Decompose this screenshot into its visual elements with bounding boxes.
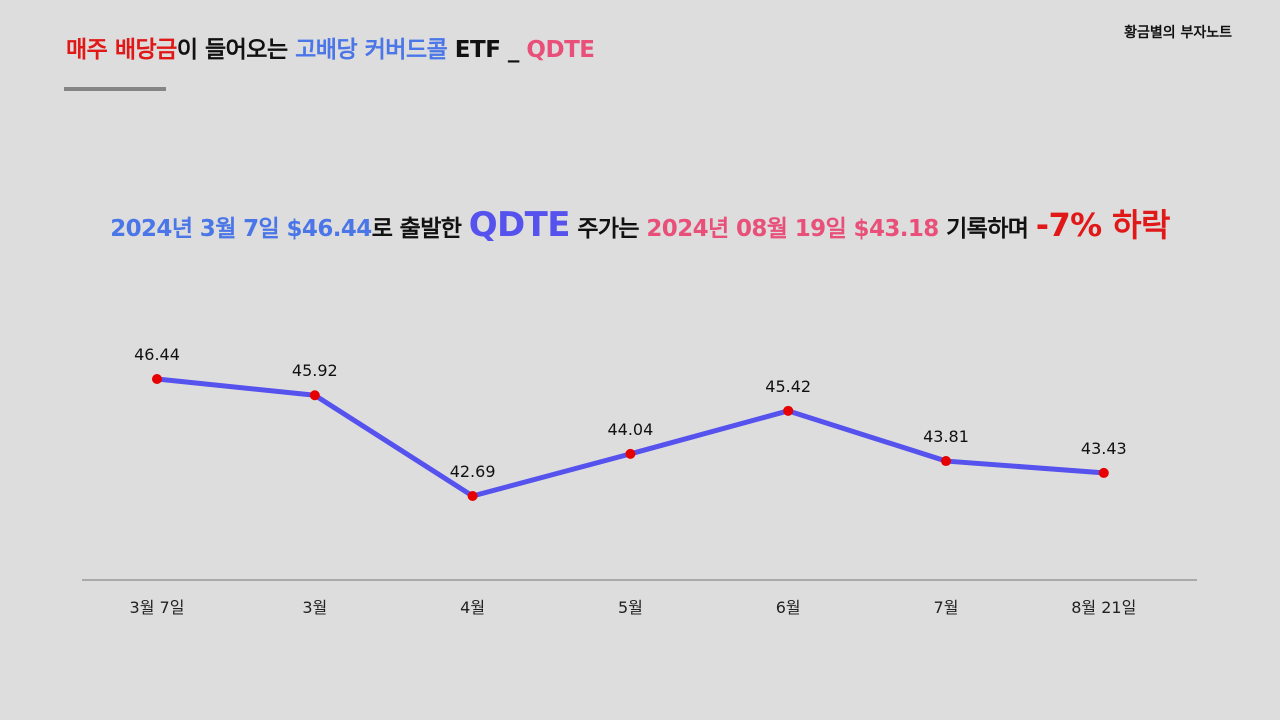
subtitle-change: -7% 하락 (1035, 206, 1171, 244)
subtitle-text: 로 출발한 (371, 216, 469, 242)
x-tick-label: 6월 (776, 598, 801, 617)
data-point (1098, 467, 1109, 478)
page-title: 매주 배당금이 들어오는 고배당 커버드콜 ETF _ QDTE (66, 30, 595, 64)
data-label: 43.81 (923, 427, 969, 446)
data-label: 45.42 (765, 377, 811, 396)
brand-label: 황금별의 부자노트 (1124, 25, 1232, 41)
data-point (309, 390, 320, 401)
title-underline (64, 87, 166, 91)
x-tick-label: 3월 (302, 598, 327, 617)
x-tick-label: 3월 7일 (130, 598, 185, 617)
x-tick-label: 8월 21일 (1071, 598, 1136, 617)
data-point (941, 456, 951, 467)
x-tick-label: 7월 (934, 598, 959, 617)
data-label: 42.69 (450, 462, 496, 481)
data-point (152, 374, 162, 384)
subtitle-ticker: QDTE (468, 205, 571, 245)
subtitle-end: 2024년 08월 19일 $43.18 (646, 216, 939, 242)
title-text: 이 들어오는 (176, 37, 296, 63)
data-point (783, 405, 794, 416)
data-label: 43.43 (1081, 439, 1127, 458)
subtitle-text: 주가는 (569, 216, 647, 242)
title-highlight-dividend: 매주 배당금 (66, 37, 177, 63)
title-highlight-coveredcall: 고배당 커버드콜 (295, 37, 448, 63)
x-tick-label: 4월 (460, 598, 485, 617)
data-point (467, 491, 478, 501)
title-ticker: QDTE (526, 37, 595, 63)
title-text-etf: ETF _ (447, 37, 527, 63)
data-label: 46.44 (134, 345, 180, 364)
subtitle-text: 기록하며 (938, 216, 1036, 242)
subtitle-start: 2024년 3월 7일 $46.44 (110, 216, 372, 242)
chart-subtitle: 2024년 3월 7일 $46.44로 출발한 QDTE 주가는 2024년 0… (0, 200, 1280, 246)
x-tick-label: 5월 (618, 598, 643, 617)
data-label: 44.04 (607, 420, 653, 439)
data-point (625, 448, 636, 459)
data-label: 45.92 (292, 361, 338, 380)
